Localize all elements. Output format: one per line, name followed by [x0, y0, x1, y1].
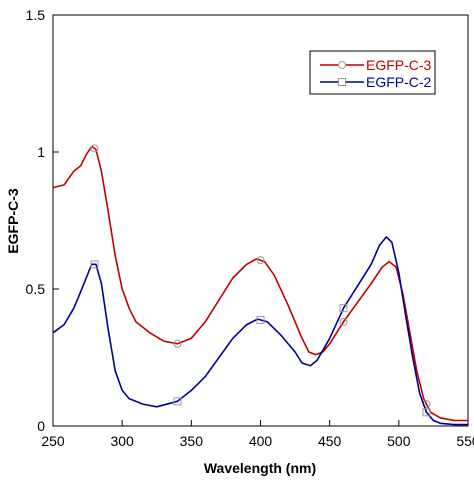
- x-tick-label: 300: [110, 433, 134, 449]
- x-tick-label: 550: [456, 433, 474, 449]
- data-point-marker: [339, 304, 348, 313]
- x-tick-label: 400: [249, 433, 273, 449]
- legend-label-egfp-c-3: EGFP-C-3: [366, 57, 432, 73]
- data-point-marker: [90, 144, 99, 153]
- x-axis-title: Wavelength (nm): [204, 460, 316, 476]
- x-tick-label: 450: [318, 433, 342, 449]
- series-layer: [52, 144, 468, 426]
- data-point-marker: [256, 315, 265, 324]
- x-tick-label: 350: [180, 433, 204, 449]
- tick-labels: 250 300 350 400 450 500 550 0 0.5 1 1.5: [26, 7, 474, 449]
- data-point-marker: [339, 317, 348, 326]
- y-tick-label: 1: [37, 144, 45, 160]
- legend-label-egfp-c-2: EGFP-C-2: [366, 74, 432, 90]
- y-tick-label: 0.5: [26, 281, 46, 297]
- data-point-marker: [256, 256, 265, 265]
- y-tick-label: 1.5: [26, 7, 46, 23]
- data-point-marker: [173, 397, 182, 406]
- series-line-egfp-c-2: [52, 236, 468, 426]
- legend-marker-egfp-c-2: [338, 78, 346, 86]
- x-tick-label: 250: [41, 433, 65, 449]
- data-point-marker: [90, 260, 99, 269]
- y-tick-label: 0: [37, 418, 45, 434]
- legend-marker-egfp-c-3: [338, 61, 346, 69]
- x-tick-label: 500: [387, 433, 411, 449]
- y-axis-title: EGFP-C-3: [5, 188, 21, 254]
- data-point-marker: [422, 408, 431, 417]
- data-point-marker: [173, 339, 182, 348]
- legend-box: [309, 50, 436, 95]
